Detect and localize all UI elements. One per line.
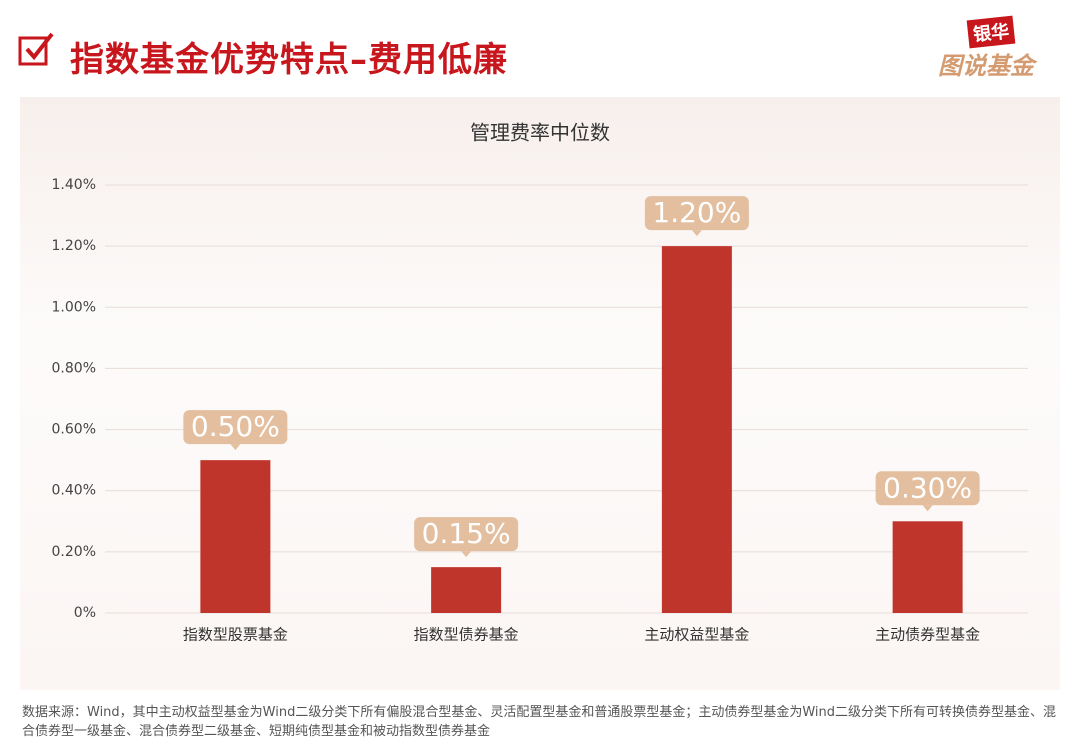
label-pointer (922, 505, 933, 512)
y-tick-label: 0.80% (52, 360, 96, 376)
y-tick-label: 0% (74, 605, 96, 621)
logo-bottom: 图说基金 (938, 52, 1034, 80)
label-pointer (691, 230, 702, 237)
footnote: 数据来源：Wind，其中主动权益型基金为Wind二级分类下所有偏股混合型基金、灵… (22, 705, 1057, 739)
bar (431, 567, 502, 613)
x-tick-label: 指数型股票基金 (183, 626, 288, 644)
label-bubble (414, 517, 519, 552)
y-tick-label: 0.40% (52, 483, 96, 499)
bar (200, 460, 271, 613)
value-label: 1.20% (652, 196, 741, 229)
bar (892, 521, 963, 613)
x-tick-label: 主动债券型基金 (875, 626, 980, 644)
value-label: 0.50% (191, 410, 280, 443)
label-bubble (644, 196, 749, 231)
label-bubble (183, 410, 288, 445)
value-label: 0.30% (883, 471, 972, 504)
label-pointer (461, 551, 472, 558)
bar (661, 246, 732, 613)
label-pointer (230, 444, 241, 451)
page-title: 指数基金优势特点–费用低廉 (70, 40, 508, 80)
y-tick-label: 1.00% (52, 299, 96, 315)
chart-panel (20, 97, 1060, 690)
x-tick-label: 指数型债券基金 (414, 626, 519, 644)
y-tick-label: 0.20% (52, 544, 96, 560)
x-tick-label: 主动权益型基金 (644, 626, 749, 644)
y-tick-label: 1.40% (52, 177, 96, 193)
label-bubble (875, 471, 980, 506)
plot: 管理费率中位数 0% 0.20% 0.40% 0.60% 0.80% 1.00% 1.20%… (52, 121, 1028, 644)
value-label: 0.15% (422, 517, 511, 550)
chart-title: 管理费率中位数 (470, 121, 610, 145)
check-mark (25, 32, 54, 61)
y-tick-label: 1.20% (52, 238, 96, 254)
check-box (18, 36, 48, 66)
y-tick-label: 0.60% (52, 422, 96, 438)
